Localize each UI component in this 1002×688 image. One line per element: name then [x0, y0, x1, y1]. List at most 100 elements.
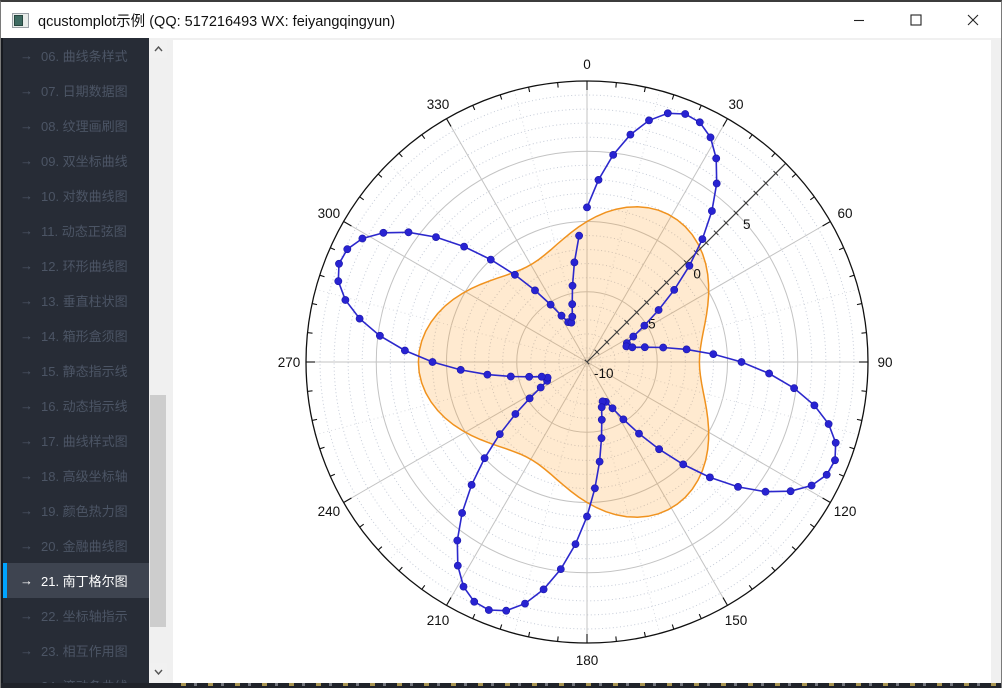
sidebar-item-11[interactable]: → 11. 动态正弦图 — [3, 213, 149, 248]
window-title: qcustomplot示例 (QQ: 517216493 WX: feiyang… — [38, 13, 396, 30]
sidebar-item-label: 18. 高级坐标轴 — [41, 469, 128, 484]
chevron-down-icon — [153, 669, 163, 675]
arrow-icon: → — [20, 503, 33, 518]
angular-axis: 0 30 60 90 120 150 180 210 240 270 300 330 — [278, 57, 893, 668]
sidebar-item-09[interactable]: → 09. 双坐标曲线 — [3, 143, 149, 178]
minimize-button[interactable] — [830, 2, 887, 38]
window-controls — [830, 2, 1001, 38]
angular-tick-label: 120 — [834, 504, 857, 519]
sidebar-item-label: 07. 日期数据图 — [41, 84, 128, 99]
scrollbar-up-button[interactable] — [149, 40, 167, 58]
radial-tick-label: 0 — [693, 267, 701, 282]
selected-accent-bar — [3, 563, 7, 598]
arrow-icon: → — [20, 188, 33, 203]
angular-tick-label: 30 — [728, 97, 743, 112]
arrow-icon: → — [20, 678, 33, 685]
sidebar-item-21[interactable]: → 21. 南丁格尔图 — [3, 563, 149, 598]
arrow-icon: → — [20, 48, 33, 63]
main-area: -10 -5 0 5 0 30 60 90 120 150 180 210 240 270 300 330 — [167, 38, 1001, 684]
app-icon — [12, 12, 29, 28]
sidebar-item-15[interactable]: → 15. 静态指示线 — [3, 353, 149, 388]
polar-chart[interactable]: -10 -5 0 5 0 30 60 90 120 150 180 210 240 270 300 330 — [173, 40, 991, 684]
sidebar-item-06[interactable]: → 06. 曲线条样式 — [3, 38, 149, 73]
sidebar-item-13[interactable]: → 13. 垂直柱状图 — [3, 283, 149, 318]
arrow-icon: → — [20, 293, 33, 308]
sidebar-item-16[interactable]: → 16. 动态指示线 — [3, 388, 149, 423]
series-rose-data-points — [334, 109, 840, 615]
radial-tick-label: 5 — [743, 217, 751, 232]
angular-tick-label: 0 — [583, 57, 591, 72]
arrow-icon: → — [20, 398, 33, 413]
sidebar-item-label: 09. 双坐标曲线 — [41, 154, 128, 169]
sidebar-item-17[interactable]: → 17. 曲线样式图 — [3, 423, 149, 458]
sidebar-item-label: 12. 环形曲线图 — [41, 259, 128, 274]
sidebar-item-14[interactable]: → 14. 箱形盒须图 — [3, 318, 149, 353]
sidebar-item-07[interactable]: → 07. 日期数据图 — [3, 73, 149, 108]
arrow-icon: → — [20, 433, 33, 448]
sidebar-item-24[interactable]: → 24. 滚动条曲线 — [3, 668, 149, 685]
sidebar-item-label: 24. 滚动条曲线 — [41, 676, 128, 685]
angular-tick-label: 300 — [318, 206, 341, 221]
sidebar-item-label: 17. 曲线样式图 — [41, 434, 128, 449]
radial-tick-label: -10 — [594, 366, 614, 381]
angular-tick-label: 90 — [877, 355, 892, 370]
radial-axis: -10-505 — [584, 160, 789, 381]
arrow-icon: → — [20, 363, 33, 378]
sidebar-item-label: 08. 纹理画刷图 — [41, 119, 128, 134]
arrow-icon: → — [20, 573, 33, 588]
angular-tick-label: 330 — [427, 97, 450, 112]
sidebar: → 06. 曲线条样式 → 07. 日期数据图 → 08. 纹理画刷图 → 09. 双坐标曲线… — [1, 38, 149, 685]
sidebar-item-label: 21. 南丁格尔图 — [41, 574, 128, 589]
angular-tick-label: 240 — [318, 504, 341, 519]
app-icon-screen — [14, 14, 23, 26]
angular-tick-label: 270 — [278, 355, 301, 370]
sidebar-item-18[interactable]: → 18. 高级坐标轴 — [3, 458, 149, 493]
arrow-icon: → — [20, 643, 33, 658]
scrollbar-down-button[interactable] — [149, 663, 167, 681]
sidebar-item-23[interactable]: → 23. 相互作用图 — [3, 633, 149, 668]
sidebar-item-22[interactable]: → 22. 坐标轴指示 — [3, 598, 149, 633]
angular-tick-label: 210 — [427, 613, 450, 628]
sidebar-item-label: 19. 颜色热力图 — [41, 504, 128, 519]
arrow-icon: → — [20, 153, 33, 168]
sidebar-item-label: 22. 坐标轴指示 — [41, 609, 128, 624]
sidebar-item-12[interactable]: → 12. 环形曲线图 — [3, 248, 149, 283]
arrow-icon: → — [20, 608, 33, 623]
title-bar: qcustomplot示例 (QQ: 517216493 WX: feiyang… — [1, 2, 1001, 38]
sidebar-item-label: 06. 曲线条样式 — [41, 49, 128, 64]
arrow-icon: → — [20, 118, 33, 133]
close-icon — [967, 14, 978, 26]
arrow-icon: → — [20, 328, 33, 343]
angular-tick-label: 180 — [576, 653, 599, 668]
arrow-icon: → — [20, 468, 33, 483]
arrow-icon: → — [20, 223, 33, 238]
sidebar-item-label: 16. 动态指示线 — [41, 399, 128, 414]
arrow-icon: → — [20, 258, 33, 273]
sidebar-item-label: 13. 垂直柱状图 — [41, 294, 128, 309]
sidebar-item-label: 14. 箱形盒须图 — [41, 329, 128, 344]
sidebar-item-19[interactable]: → 19. 颜色热力图 — [3, 493, 149, 528]
series-rose-line — [337, 112, 837, 612]
close-button[interactable] — [944, 2, 1001, 38]
sidebar-item-label: 23. 相互作用图 — [41, 644, 128, 659]
sidebar-item-label: 11. 动态正弦图 — [41, 224, 127, 239]
sidebar-item-20[interactable]: → 20. 金融曲线图 — [3, 528, 149, 563]
minimize-icon — [853, 19, 864, 22]
bottom-strip — [1, 683, 1001, 688]
maximize-button[interactable] — [887, 2, 944, 38]
sidebar-item-10[interactable]: → 10. 对数曲线图 — [3, 178, 149, 213]
scrollbar-thumb[interactable] — [150, 395, 166, 627]
chevron-up-icon — [153, 46, 163, 52]
arrow-icon: → — [20, 538, 33, 553]
arrow-icon: → — [20, 83, 33, 98]
menu-list: → 06. 曲线条样式 → 07. 日期数据图 → 08. 纹理画刷图 → 09. 双坐标曲线… — [3, 38, 149, 685]
maximize-icon — [909, 14, 922, 26]
sidebar-item-08[interactable]: → 08. 纹理画刷图 — [3, 108, 149, 143]
sidebar-scrollbar[interactable] — [149, 38, 167, 685]
angular-tick-label: 150 — [725, 613, 748, 628]
sidebar-item-label: 20. 金融曲线图 — [41, 539, 128, 554]
series-trefoil-filled — [417, 206, 710, 518]
sidebar-item-label: 15. 静态指示线 — [41, 364, 128, 379]
